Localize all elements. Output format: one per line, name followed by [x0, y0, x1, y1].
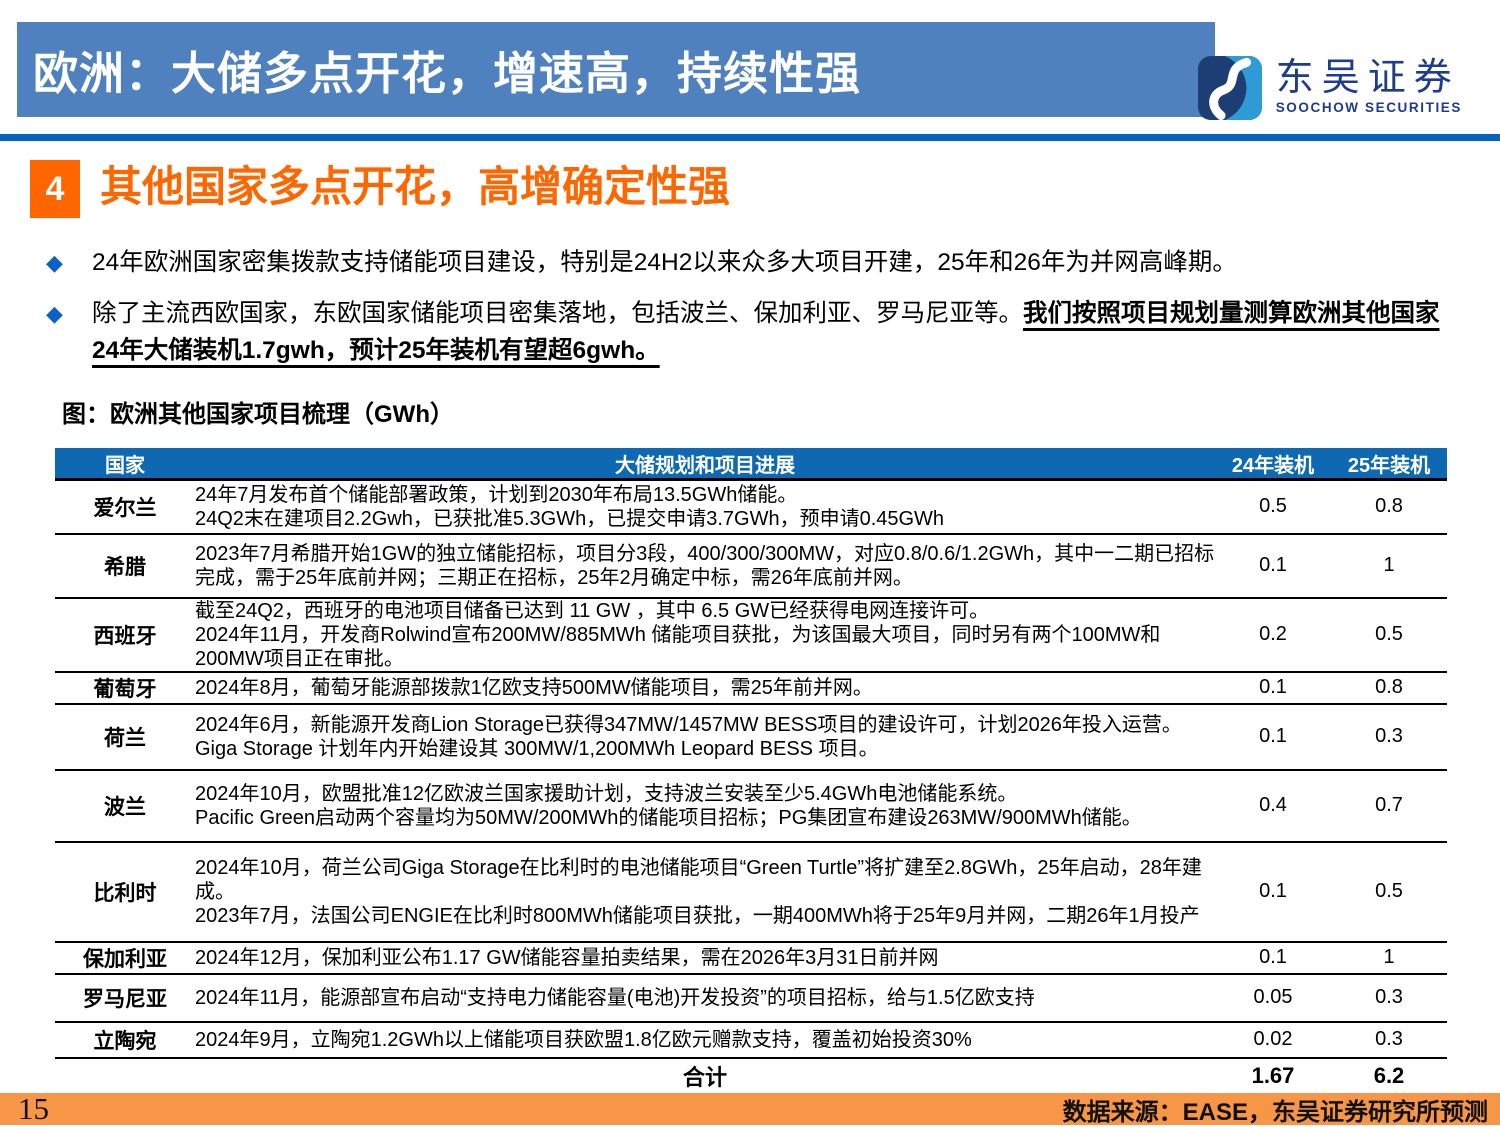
install-2024-cell: 0.1 — [1259, 880, 1287, 902]
project-progress-cell: 2024年9月，立陶宛1.2GWh以上储能项目获欧盟1.8亿欧元赠款支持，覆盖初… — [195, 1028, 972, 1051]
table-row: 罗马尼亚 2024年11月，能源部宣布启动“支持电力储能容量(电池)开发投资”的… — [55, 974, 1447, 1022]
company-logo: 东吴证券 SOOCHOW SECURITIES — [1197, 56, 1462, 125]
install-2024-cell: 0.02 — [1253, 1028, 1293, 1050]
slide-title: 欧洲：大储多点开花，增速高，持续性强 — [33, 48, 862, 99]
logo-text: 东吴证券 SOOCHOW SECURITIES — [1276, 56, 1462, 115]
project-progress-cell: 2024年10月，欧盟批准12亿欧波兰国家援助计划，支持波兰安装至少5.4GWh… — [195, 782, 1142, 829]
header-install-2025: 25年装机 — [1331, 448, 1447, 481]
project-progress-cell: 2024年11月，能源部宣布启动“支持电力储能容量(电池)开发投资”的项目招标，… — [195, 986, 1035, 1009]
install-2024-cell: 0.1 — [1259, 725, 1287, 747]
install-2024-cell: 0.1 — [1259, 946, 1287, 968]
country-cell: 西班牙 — [93, 624, 157, 648]
install-2024-cell: 0.4 — [1259, 794, 1287, 816]
install-2025-cell: 0.3 — [1375, 986, 1403, 1008]
project-progress-cell: 2024年8月，葡萄牙能源部拨款1亿欧支持500MW储能项目，需25年前并网。 — [195, 676, 873, 699]
diamond-bullet-icon: ◆ — [46, 301, 63, 326]
country-cell: 立陶宛 — [93, 1029, 157, 1053]
table-row: 希腊 2023年7月希腊开始1GW的独立储能招标，项目分3段，400/300/3… — [55, 534, 1447, 598]
total-2025-cell: 6.2 — [1373, 1062, 1405, 1088]
install-2025-cell: 0.3 — [1375, 725, 1403, 747]
table-row: 荷兰 2024年6月，新能源开发商Lion Storage已获得347MW/14… — [55, 704, 1447, 770]
country-cell: 爱尔兰 — [93, 496, 157, 520]
project-progress-cell: 2024年12月，保加利亚公布1.17 GW储能容量拍卖结果，需在2026年3月… — [195, 946, 939, 969]
header-country: 国家 — [55, 448, 195, 481]
project-progress-cell: 2023年7月希腊开始1GW的独立储能招标，项目分3段，400/300/300M… — [195, 542, 1215, 589]
install-2025-cell: 0.7 — [1375, 794, 1403, 816]
header-install-2024: 24年装机 — [1215, 448, 1331, 481]
total-empty-cell — [55, 1058, 195, 1093]
table-row: 保加利亚 2024年12月，保加利亚公布1.17 GW储能容量拍卖结果，需在20… — [55, 942, 1447, 974]
install-2025-cell: 1 — [1383, 554, 1395, 576]
bullet-text-emphasis: 我们按照项目规划量测算欧洲其他国家24年大储装机1.7gwh，预计25年装机有望… — [92, 300, 1440, 364]
soochow-logo-icon — [1197, 56, 1262, 125]
country-cell: 保加利亚 — [83, 947, 167, 971]
section-number-badge: 4 — [30, 160, 80, 218]
figure-title: 图：欧洲其他国家项目梳理（GWh） — [62, 401, 454, 428]
logo-english-name: SOOCHOW SECURITIES — [1275, 100, 1462, 115]
bullet-text: 除了主流西欧国家，东欧国家储能项目密集落地，包括波兰、保加利亚、罗马尼亚等。我们… — [92, 295, 1446, 369]
bullet-text: 24年欧洲国家密集拨款支持储能项目建设，特别是24H2以来众多大项目开建，25年… — [92, 244, 1237, 281]
table-row: 葡萄牙 2024年8月，葡萄牙能源部拨款1亿欧支持500MW储能项目，需25年前… — [55, 672, 1447, 704]
country-cell: 罗马尼亚 — [83, 987, 167, 1011]
project-progress-cell: 2024年6月，新能源开发商Lion Storage已获得347MW/1457M… — [195, 713, 1182, 760]
table-row: 比利时 2024年10月，荷兰公司Giga Storage在比利时的电池储能项目… — [55, 842, 1447, 942]
install-2024-cell: 0.2 — [1259, 623, 1287, 645]
table-header-row: 国家 大储规划和项目进展 24年装机 25年装机 — [55, 448, 1447, 481]
country-cell: 希腊 — [104, 555, 146, 579]
country-cell: 荷兰 — [104, 726, 146, 750]
install-2025-cell: 0.8 — [1375, 495, 1403, 518]
country-cell: 波兰 — [104, 795, 146, 819]
install-2024-cell: 0.05 — [1253, 986, 1293, 1008]
bullet-list: ◆ 24年欧洲国家密集拨款支持储能项目建设，特别是24H2以来众多大项目开建，2… — [46, 244, 1446, 383]
project-progress-cell: 24年7月发布首个储能部署政策，计划到2030年布局13.5GWh储能。 24Q… — [195, 483, 945, 530]
diamond-bullet-icon: ◆ — [46, 250, 63, 275]
install-2024-cell: 0.1 — [1259, 554, 1287, 576]
footer-bar: 15 数据来源：EASE，东吴证券研究所预测 — [0, 1091, 1500, 1126]
bullet-item: ◆ 24年欧洲国家密集拨款支持储能项目建设，特别是24H2以来众多大项目开建，2… — [46, 244, 1446, 281]
install-2025-cell: 0.5 — [1375, 880, 1403, 902]
country-cell: 葡萄牙 — [93, 677, 157, 701]
total-label-cell: 合计 — [682, 1064, 727, 1090]
bullet-text-normal: 24年欧洲国家密集拨款支持储能项目建设，特别是24H2以来众多大项目开建，25年… — [92, 249, 1237, 276]
install-2025-cell: 0.3 — [1375, 1028, 1403, 1050]
install-2025-cell: 0.8 — [1375, 676, 1403, 698]
data-source: 数据来源：EASE，东吴证券研究所预测 — [1062, 1098, 1488, 1126]
bullet-text-normal: 除了主流西欧国家，东欧国家储能项目密集落地，包括波兰、保加利亚、罗马尼亚等。 — [92, 300, 1023, 327]
divider-line — [0, 134, 1500, 141]
project-progress-cell: 2024年10月，荷兰公司Giga Storage在比利时的电池储能项目“Gre… — [195, 856, 1202, 927]
projects-table: 国家 大储规划和项目进展 24年装机 25年装机 爱尔兰 24年7月发布首个储能… — [55, 448, 1447, 1093]
section-heading: 其他国家多点开花，高增确定性强 — [100, 163, 731, 210]
title-banner: 欧洲：大储多点开花，增速高，持续性强 — [17, 22, 1215, 117]
install-2025-cell: 0.5 — [1375, 623, 1403, 645]
project-progress-cell: 截至24Q2，西班牙的电池项目储备已达到 11 GW ，其中 6.5 GW已经获… — [195, 599, 1161, 670]
total-2024-cell: 1.67 — [1251, 1062, 1295, 1088]
table-row: 波兰 2024年10月，欧盟批准12亿欧波兰国家援助计划，支持波兰安装至少5.4… — [55, 770, 1447, 842]
install-2024-cell: 0.1 — [1259, 676, 1287, 698]
install-2025-cell: 1 — [1383, 946, 1395, 968]
table-row: 立陶宛 2024年9月，立陶宛1.2GWh以上储能项目获欧盟1.8亿欧元赠款支持… — [55, 1022, 1447, 1058]
country-cell: 比利时 — [93, 881, 157, 905]
install-2024-cell: 0.5 — [1259, 495, 1287, 518]
header-progress: 大储规划和项目进展 — [195, 448, 1215, 481]
bullet-item: ◆ 除了主流西欧国家，东欧国家储能项目密集落地，包括波兰、保加利亚、罗马尼亚等。… — [46, 295, 1446, 369]
table-row: 爱尔兰 24年7月发布首个储能部署政策，计划到2030年布局13.5GWh储能。… — [55, 480, 1447, 534]
logo-chinese-name: 东吴证券 — [1275, 57, 1460, 99]
table-row: 西班牙 截至24Q2，西班牙的电池项目储备已达到 11 GW ，其中 6.5 G… — [55, 598, 1447, 672]
table-total-row: 合计 1.67 6.2 — [55, 1058, 1447, 1093]
page-number: 15 — [18, 1091, 49, 1126]
